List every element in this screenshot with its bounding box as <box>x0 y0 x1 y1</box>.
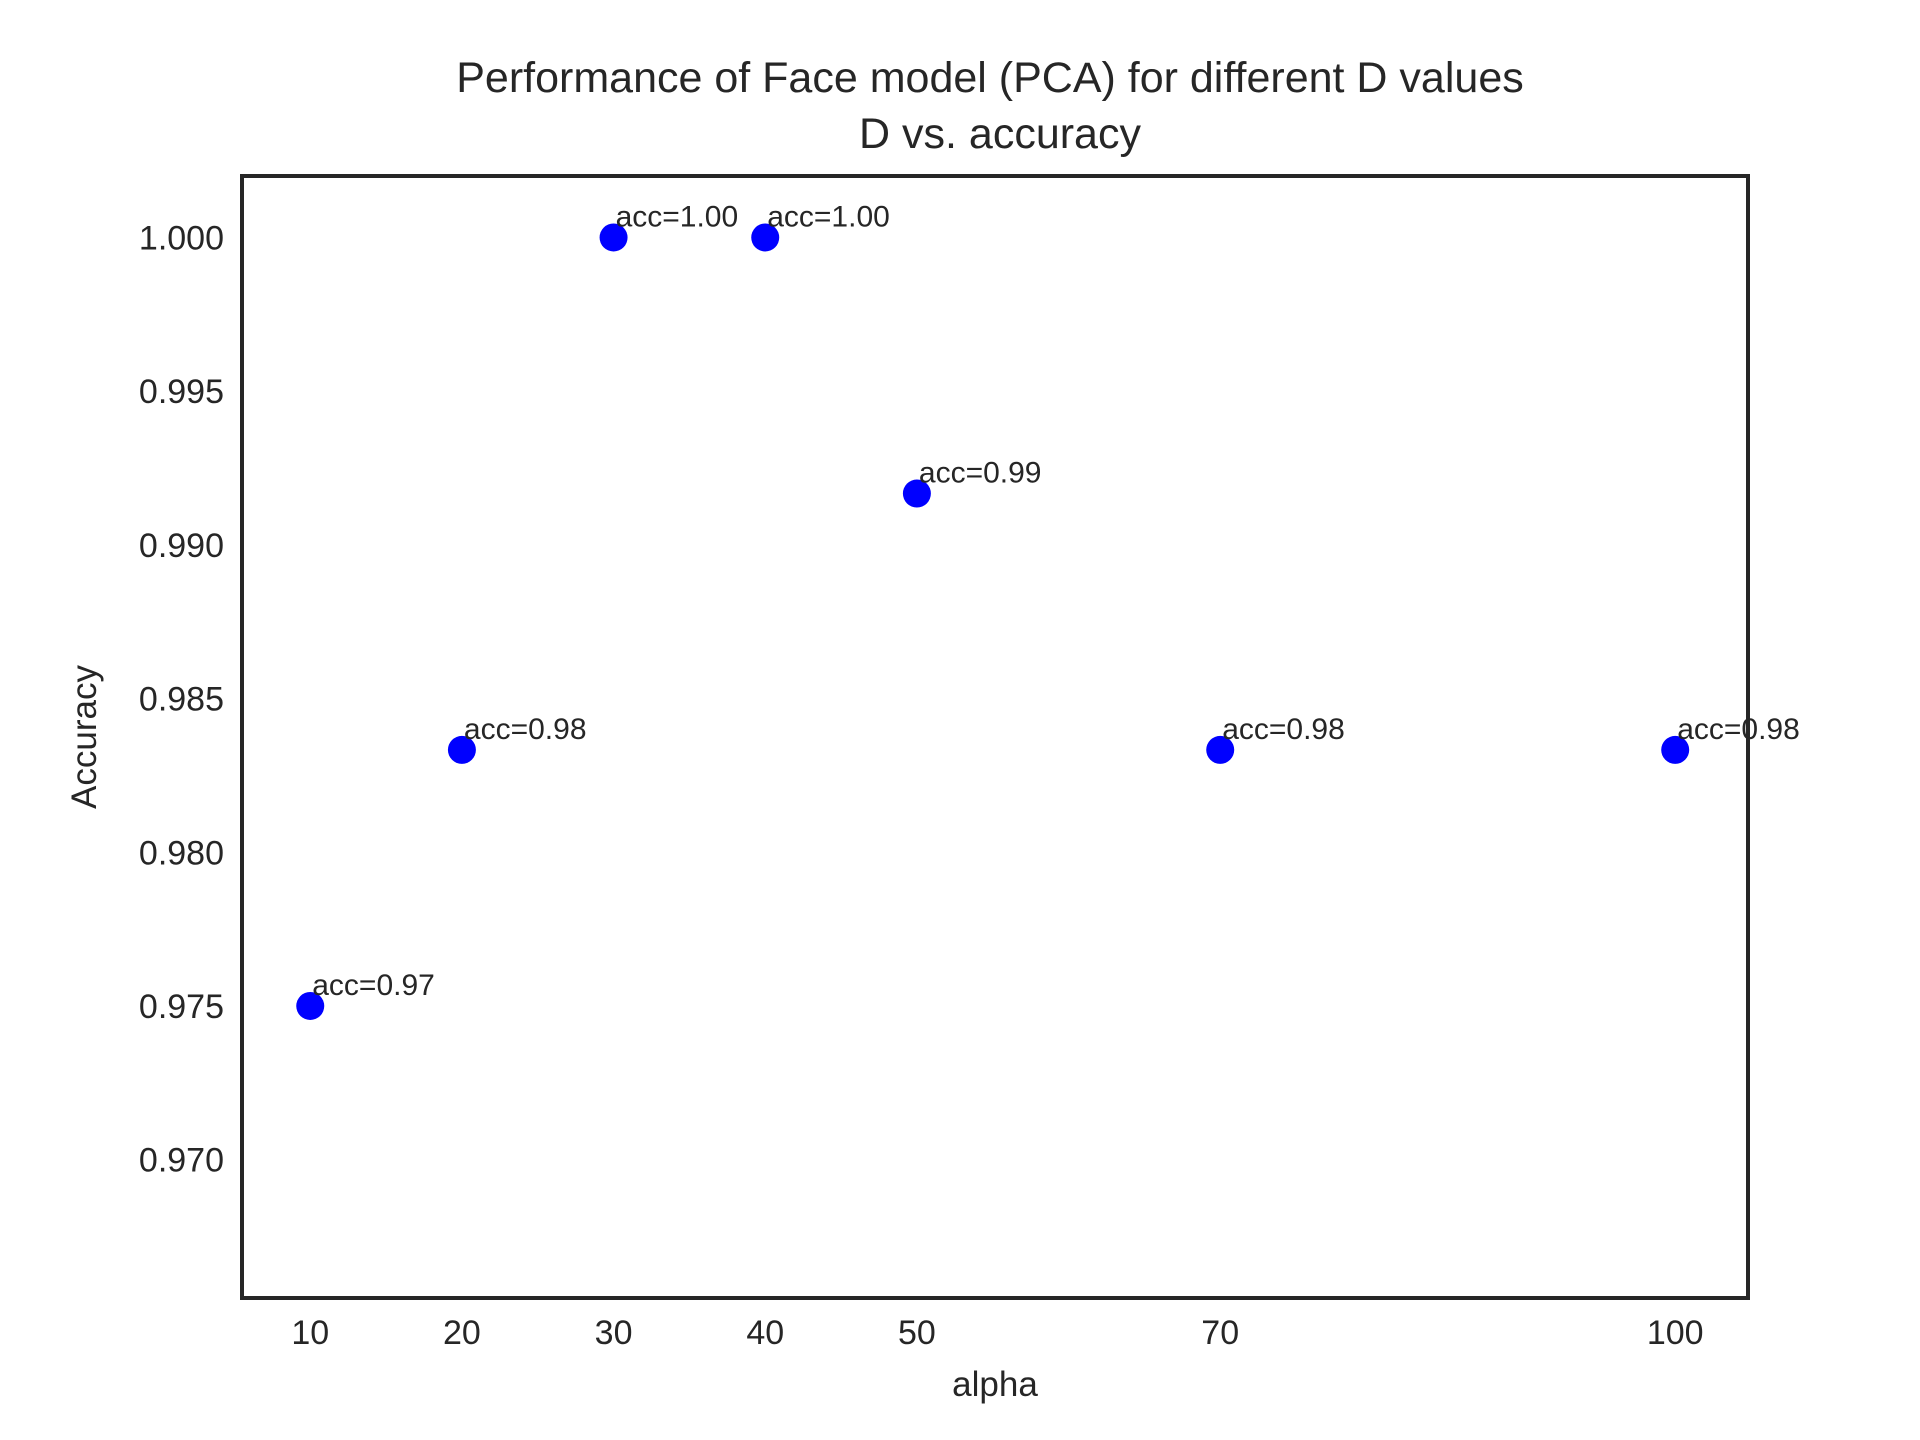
scatter-point <box>751 223 780 252</box>
scatter-point <box>447 735 476 764</box>
y-tick-label: 0.990 <box>139 527 224 565</box>
x-axis-label: alpha <box>952 1365 1038 1404</box>
x-tick-label: 100 <box>1647 1314 1704 1352</box>
x-tick-label: 40 <box>746 1314 784 1352</box>
x-tick-label: 50 <box>898 1314 936 1352</box>
y-axis-label: Accuracy <box>65 665 104 809</box>
scatter-point <box>902 479 931 508</box>
point-annotation: acc=1.00 <box>767 200 890 233</box>
x-tick-label: 30 <box>595 1314 633 1352</box>
data-labels: acc=0.97 acc=0.98 acc=1.00 acc=1.00 acc=0.99… <box>312 200 1800 1001</box>
point-annotation: acc=0.98 <box>1677 713 1800 746</box>
data-points <box>296 223 1690 1020</box>
x-tick-label: 10 <box>291 1314 329 1352</box>
y-tick-label: 0.970 <box>139 1142 224 1180</box>
scatter-point <box>599 223 628 252</box>
x-tick-label: 20 <box>443 1314 481 1352</box>
x-axis-ticks: 10 20 30 40 50 70 100 <box>291 1314 1703 1352</box>
scatter-point <box>1206 735 1235 764</box>
y-tick-label: 0.980 <box>139 834 224 872</box>
point-annotation: acc=1.00 <box>616 200 739 233</box>
scatter-point <box>1661 735 1690 764</box>
chart-title: Performance of Face model (PCA) for diff… <box>456 54 1523 102</box>
scatter-point <box>296 991 325 1020</box>
point-annotation: acc=0.97 <box>312 969 435 1002</box>
x-tick-label: 70 <box>1201 1314 1239 1352</box>
y-tick-label: 0.975 <box>139 988 224 1026</box>
y-axis-ticks: 0.970 0.975 0.980 0.985 0.990 0.995 1.000 <box>139 219 224 1179</box>
y-tick-label: 0.985 <box>139 681 224 719</box>
plot-area-frame <box>240 174 1750 1300</box>
y-tick-label: 1.000 <box>139 219 224 257</box>
chart-subtitle: D vs. accuracy <box>859 110 1141 158</box>
point-annotation: acc=0.99 <box>919 457 1042 490</box>
y-tick-label: 0.995 <box>139 373 224 411</box>
point-annotation: acc=0.98 <box>464 713 587 746</box>
point-annotation: acc=0.98 <box>1222 713 1345 746</box>
